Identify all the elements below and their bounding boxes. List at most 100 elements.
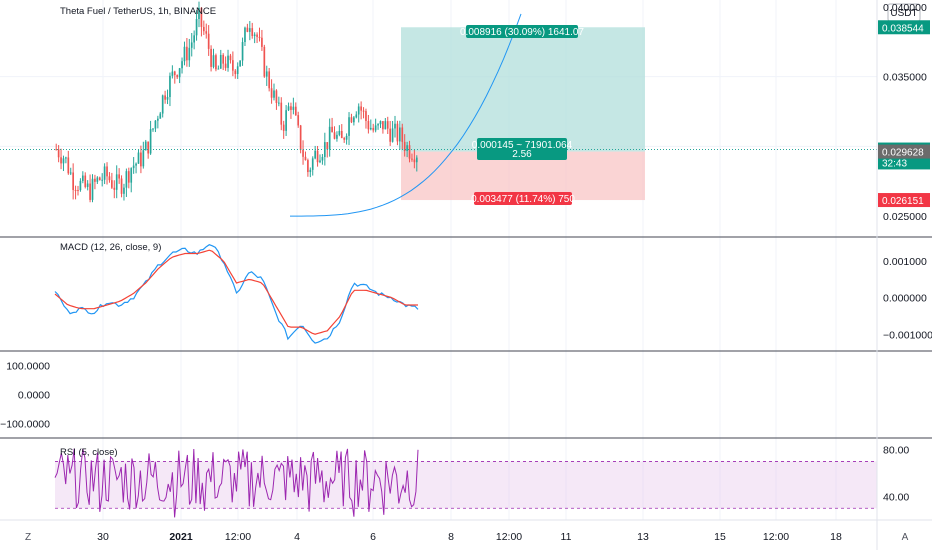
time-label: 30	[97, 531, 109, 543]
time-label: 2021	[169, 531, 193, 543]
candle-body	[311, 158, 314, 170]
candle-body	[137, 152, 140, 164]
candle-body	[152, 128, 154, 130]
candle-body	[302, 149, 304, 157]
candle-body	[340, 130, 343, 139]
trend-curve-drawing[interactable]	[290, 13, 522, 217]
candle-body	[161, 95, 164, 114]
candle-body	[72, 172, 74, 190]
price-tick: 0.035000	[883, 72, 927, 84]
candle-body	[314, 150, 316, 159]
macd-axis[interactable]: 0.001000 0.000000 −0.001000	[883, 256, 932, 342]
time-label: 18	[830, 531, 842, 543]
candle-body	[103, 166, 106, 180]
profit-zone[interactable]	[401, 27, 645, 152]
osc-tick: −100.0000	[0, 419, 50, 431]
candle-body	[60, 157, 62, 164]
candle-body	[200, 7, 203, 27]
candle-body	[369, 127, 372, 130]
price-tag	[878, 193, 930, 208]
candle-body	[411, 158, 413, 160]
candle-body	[307, 160, 309, 173]
candle-body	[173, 71, 176, 76]
candle-body	[106, 166, 108, 177]
rsi-tick: 80.00	[883, 445, 909, 457]
candle-body	[101, 179, 104, 181]
candle-body	[120, 178, 123, 194]
candle-body	[357, 106, 360, 115]
candle-body	[321, 156, 324, 161]
price-tag	[878, 20, 930, 35]
currency-label: USDT	[890, 8, 917, 19]
candle-body	[94, 178, 96, 182]
candle-body	[372, 127, 375, 131]
time-label: 12:00	[496, 531, 522, 543]
stop-label-text: 0.003477 (11.74%) 750	[471, 194, 575, 205]
candle-body	[268, 71, 271, 89]
candle-body	[328, 126, 331, 150]
candle-body	[403, 141, 406, 151]
candle-body	[256, 34, 258, 37]
time-label: 12:00	[225, 531, 251, 543]
price-tag-text: 0.038544	[882, 23, 924, 34]
candle-body	[147, 141, 150, 154]
time-label: 6	[370, 531, 376, 543]
candle-body	[258, 36, 261, 38]
candle-body	[379, 121, 382, 125]
candle-body	[81, 175, 84, 181]
candle-body	[77, 190, 79, 192]
candle-body	[132, 165, 135, 169]
candle-body	[154, 120, 157, 129]
candle-body	[111, 180, 113, 188]
candle-body	[217, 68, 220, 70]
osc-tick: 100.0000	[6, 361, 50, 373]
candle-body	[144, 141, 147, 151]
candle-body	[176, 75, 179, 78]
rsi-tick: 40.00	[883, 492, 909, 504]
candle-body	[98, 177, 101, 181]
oscillator-axis[interactable]: 100.0000 0.0000 −100.0000	[0, 361, 50, 431]
rsi-title: RSI (5, close)	[60, 447, 118, 458]
candle-body	[265, 71, 268, 77]
zoom-button[interactable]: Z	[25, 532, 31, 543]
candle-body	[282, 124, 285, 131]
candle-body	[183, 46, 186, 62]
candle-body	[115, 174, 118, 190]
entry-label: 0.000145 ~ 71901.064 2.56	[472, 138, 573, 160]
rsi-axis[interactable]: 80.00 40.00	[883, 445, 909, 504]
candle-body	[350, 117, 353, 123]
time-label: 13	[637, 531, 649, 543]
candle-body	[79, 180, 82, 191]
candle-body	[113, 187, 116, 190]
candle-body	[212, 55, 215, 67]
price-tag	[878, 144, 930, 159]
candle-body	[140, 152, 142, 167]
candle-body	[198, 7, 200, 20]
time-axis[interactable]: 30 2021 12:00 4 6 8 12:00 11 13 15 12:00 18	[97, 531, 842, 543]
time-label: 11	[561, 531, 572, 543]
candle-body	[394, 123, 396, 129]
candle-body	[374, 125, 377, 131]
candle-body	[181, 61, 183, 69]
candle-body	[157, 118, 159, 121]
candle-body	[415, 157, 418, 163]
osc-tick: 0.0000	[18, 390, 50, 402]
candle-body	[57, 149, 60, 158]
candle-body	[389, 128, 392, 142]
candle-body	[253, 34, 256, 36]
candle-body	[89, 183, 91, 200]
candle-body	[275, 90, 278, 103]
candle-body	[280, 102, 283, 125]
candle-body	[188, 47, 191, 61]
macd-tick: 0.000000	[883, 293, 927, 305]
candle-body	[294, 106, 297, 116]
candle-body	[353, 117, 355, 123]
candle-body	[86, 183, 89, 187]
candle-body	[336, 134, 338, 139]
auto-scale-button[interactable]: A	[902, 532, 909, 543]
candle-body	[391, 128, 394, 142]
candles-series	[55, 1, 418, 203]
